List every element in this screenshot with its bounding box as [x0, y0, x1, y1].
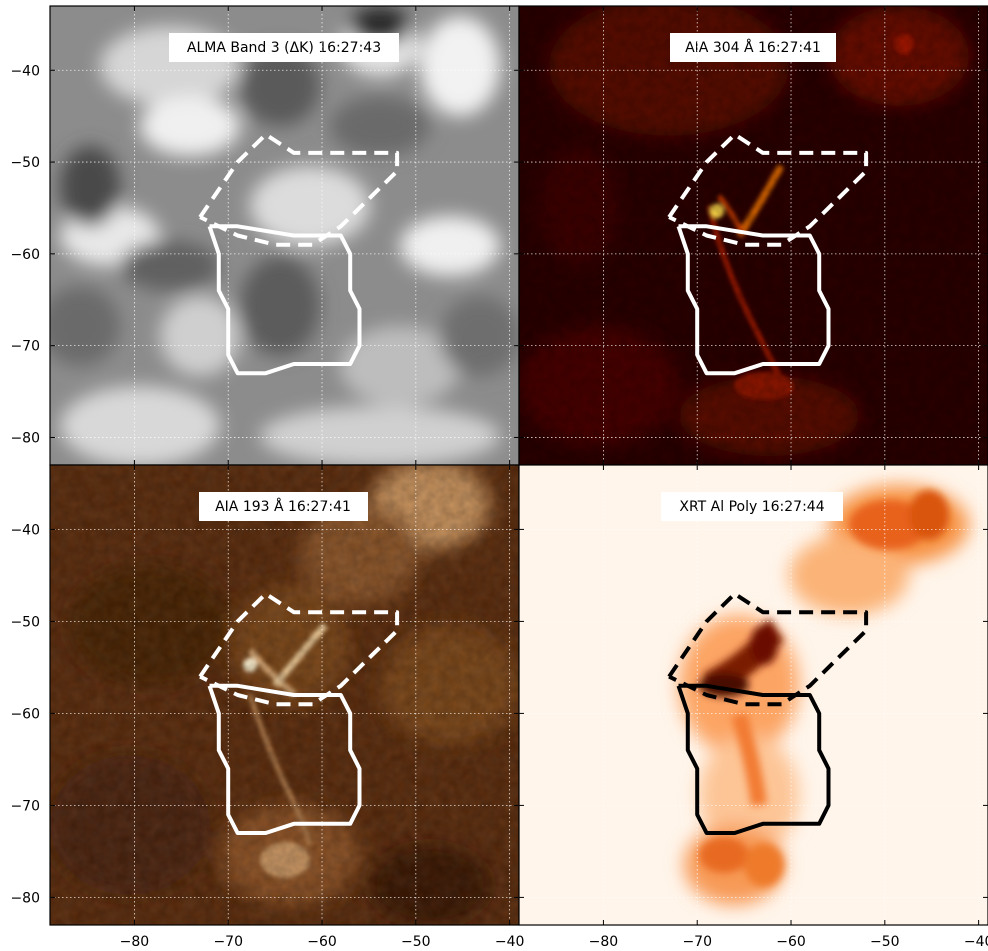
contour-solid	[207, 683, 362, 835]
panel-overlay-2: −40 −50 −60 −70 −80 −80 −70 −60 −50 −40	[10, 465, 524, 950]
y-tick-label: −60	[10, 247, 40, 263]
x-tick-label: −60	[307, 934, 337, 950]
panel-titles: ALMA Band 3 (ΔK) 16:27:43 AIA 304 Å 16:2…	[169, 33, 843, 521]
title-box	[169, 33, 399, 62]
panel-title-alma: ALMA Band 3 (ΔK) 16:27:43	[187, 40, 381, 56]
x-tick-label: −50	[870, 934, 900, 950]
y-tick-label: −80	[10, 890, 40, 906]
panel-overlay-1	[519, 6, 988, 465]
panel-overlay-0: −40 −50 −60 −70 −80	[10, 6, 519, 465]
title-box	[661, 492, 843, 521]
title-box	[199, 492, 368, 521]
panel-title-xrt: XRT Al Poly 16:27:44	[679, 499, 824, 515]
x-tick-label: −40	[495, 934, 525, 950]
axes-frame	[518, 464, 988, 926]
heatmap-alma	[50, 6, 519, 465]
y-tick-label: −50	[10, 155, 40, 171]
y-tick-label: −60	[10, 706, 40, 722]
contour-solid	[676, 683, 831, 835]
panel-overlay-3: −80 −70 −60 −50 −40	[519, 465, 988, 950]
x-tick-label: −80	[120, 934, 150, 950]
panel-title-aia304: AIA 304 Å 16:27:41	[685, 39, 821, 56]
panel-title-aia193: AIA 193 Å 16:27:41	[215, 498, 351, 515]
x-tick-label: −40	[964, 934, 988, 950]
y-tick-label: −40	[10, 63, 40, 79]
x-tick-label: −60	[776, 934, 806, 950]
heatmap-aia304	[519, 6, 988, 465]
x-tick-label: −70	[682, 934, 712, 950]
y-tick-label: −40	[10, 522, 40, 538]
y-tick-label: −70	[10, 798, 40, 814]
title-box	[670, 33, 836, 62]
panel-aia304	[518, 5, 988, 466]
x-tick-label: −80	[589, 934, 619, 950]
y-tick-label: −50	[10, 614, 40, 630]
contour-solid	[207, 224, 362, 376]
y-tick-label: −80	[10, 430, 40, 446]
x-tick-label: −70	[213, 934, 243, 950]
dynamic-layer: −40−50−60−70−80−40−50−60−70−80−80 −70 −60−…	[10, 6, 988, 950]
panel-alma	[49, 5, 520, 466]
x-tick-label: −50	[401, 934, 431, 950]
y-tick-label: −70	[10, 339, 40, 355]
contour-solid	[676, 224, 831, 376]
